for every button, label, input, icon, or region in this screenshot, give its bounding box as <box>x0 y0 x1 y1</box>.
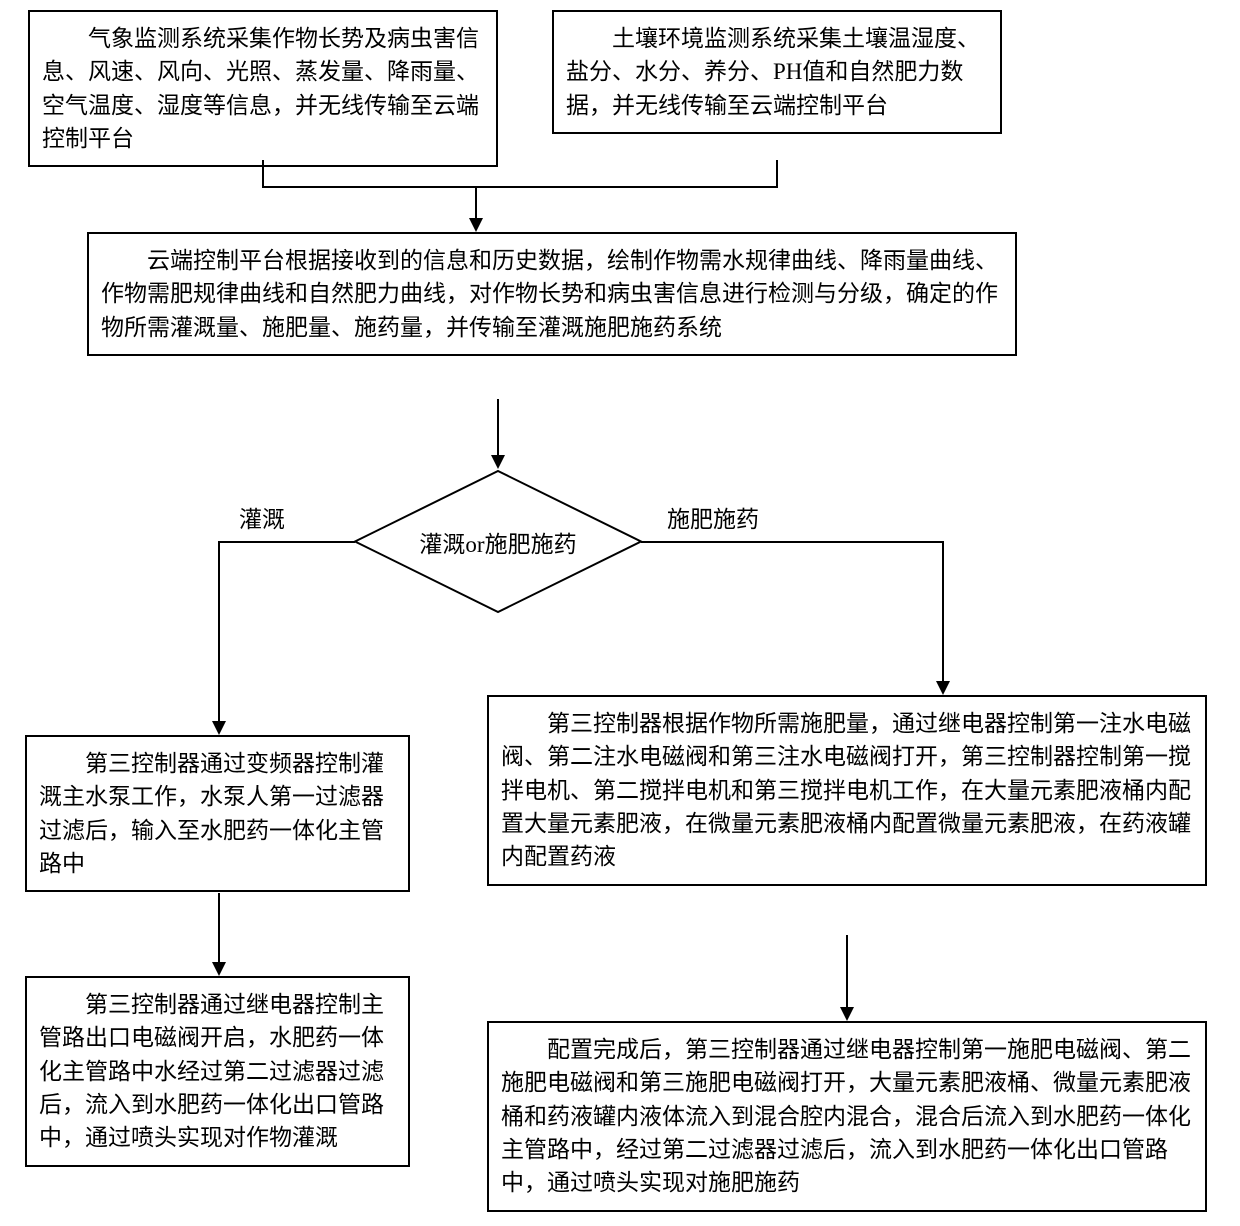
arrow-icon <box>840 1007 854 1021</box>
node-soil: 土壤环境监测系统采集土壤温湿度、盐分、水分、养分、PH值和自然肥力数据，并无线传… <box>552 10 1002 134</box>
node-irrigation-output: 第三控制器通过继电器控制主管路出口电磁阀开启，水肥药一体化主管路中水经过第二过滤… <box>25 976 410 1167</box>
connector <box>218 541 355 543</box>
node-text: 第三控制器通过变频器控制灌溉主水泵工作，水泵人第一过滤器过滤后，输入至水肥药一体… <box>39 747 396 880</box>
arrow-icon <box>936 681 950 695</box>
arrow-icon <box>212 962 226 976</box>
node-meteorological: 气象监测系统采集作物长势及病虫害信息、风速、风向、光照、蒸发量、降雨量、空气温度… <box>28 10 498 167</box>
node-decision: 灌溉or施肥施药 <box>353 469 643 614</box>
arrow-icon <box>469 218 483 232</box>
connector <box>776 160 778 188</box>
connector <box>475 186 477 220</box>
arrow-icon <box>491 455 505 469</box>
connector <box>497 399 499 457</box>
node-cloud-platform: 云端控制平台根据接收到的信息和历史数据，绘制作物需水规律曲线、降雨量曲线、作物需… <box>87 232 1017 356</box>
connector <box>218 541 220 723</box>
node-text: 第三控制器通过继电器控制主管路出口电磁阀开启，水肥药一体化主管路中水经过第二过滤… <box>39 988 396 1155</box>
connector <box>262 160 264 188</box>
arrow-icon <box>212 721 226 735</box>
node-irrigation-pump: 第三控制器通过变频器控制灌溉主水泵工作，水泵人第一过滤器过滤后，输入至水肥药一体… <box>25 735 410 892</box>
branch-label-irrigation: 灌溉 <box>235 500 289 534</box>
node-fertilize-output: 配置完成后，第三控制器通过继电器控制第一施肥电磁阀、第二施肥电磁阀和第三施肥电磁… <box>487 1021 1207 1212</box>
connector <box>942 541 944 683</box>
connector <box>641 541 944 543</box>
node-text: 配置完成后，第三控制器通过继电器控制第一施肥电磁阀、第二施肥电磁阀和第三施肥电磁… <box>501 1033 1193 1200</box>
connector <box>846 935 848 1009</box>
node-text: 气象监测系统采集作物长势及病虫害信息、风速、风向、光照、蒸发量、降雨量、空气温度… <box>42 22 484 155</box>
node-text: 云端控制平台根据接收到的信息和历史数据，绘制作物需水规律曲线、降雨量曲线、作物需… <box>101 244 1003 344</box>
node-fertilize-config: 第三控制器根据作物所需施肥量，通过继电器控制第一注水电磁阀、第二注水电磁阀和第三… <box>487 695 1207 886</box>
decision-text: 灌溉or施肥施药 <box>419 525 576 559</box>
node-text: 土壤环境监测系统采集土壤温湿度、盐分、水分、养分、PH值和自然肥力数据，并无线传… <box>566 22 988 122</box>
connector <box>262 186 778 188</box>
connector <box>218 893 220 964</box>
branch-label-fertilize: 施肥施药 <box>663 500 763 534</box>
node-text: 第三控制器根据作物所需施肥量，通过继电器控制第一注水电磁阀、第二注水电磁阀和第三… <box>501 707 1193 874</box>
